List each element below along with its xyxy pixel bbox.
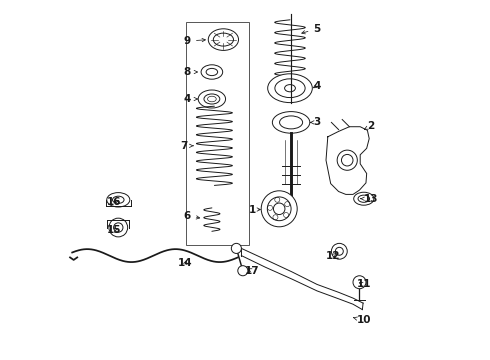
Circle shape	[109, 218, 127, 237]
Ellipse shape	[272, 112, 310, 133]
Text: 5: 5	[302, 24, 320, 34]
Ellipse shape	[268, 74, 312, 103]
Text: 9: 9	[184, 36, 205, 46]
Text: 12: 12	[326, 251, 341, 261]
Circle shape	[337, 150, 357, 170]
Circle shape	[261, 191, 297, 227]
Circle shape	[331, 243, 347, 259]
Text: 15: 15	[107, 225, 122, 235]
Circle shape	[238, 266, 248, 276]
Text: 2: 2	[365, 121, 375, 131]
Text: 8: 8	[184, 67, 197, 77]
Text: 3: 3	[310, 117, 320, 127]
Ellipse shape	[208, 29, 239, 50]
Ellipse shape	[201, 65, 222, 79]
Text: 1: 1	[248, 204, 260, 215]
Text: 4: 4	[184, 94, 197, 104]
Text: 16: 16	[107, 197, 122, 207]
Text: 14: 14	[178, 258, 193, 268]
Ellipse shape	[107, 193, 130, 207]
Ellipse shape	[354, 192, 374, 205]
Text: 6: 6	[184, 211, 199, 221]
Ellipse shape	[198, 90, 225, 108]
Text: 11: 11	[357, 279, 371, 289]
Text: 13: 13	[361, 194, 378, 204]
Text: 10: 10	[354, 315, 371, 325]
Text: 7: 7	[180, 141, 193, 151]
Circle shape	[353, 276, 366, 289]
Text: 4: 4	[313, 81, 320, 91]
Circle shape	[231, 243, 242, 253]
Text: 17: 17	[245, 266, 260, 276]
